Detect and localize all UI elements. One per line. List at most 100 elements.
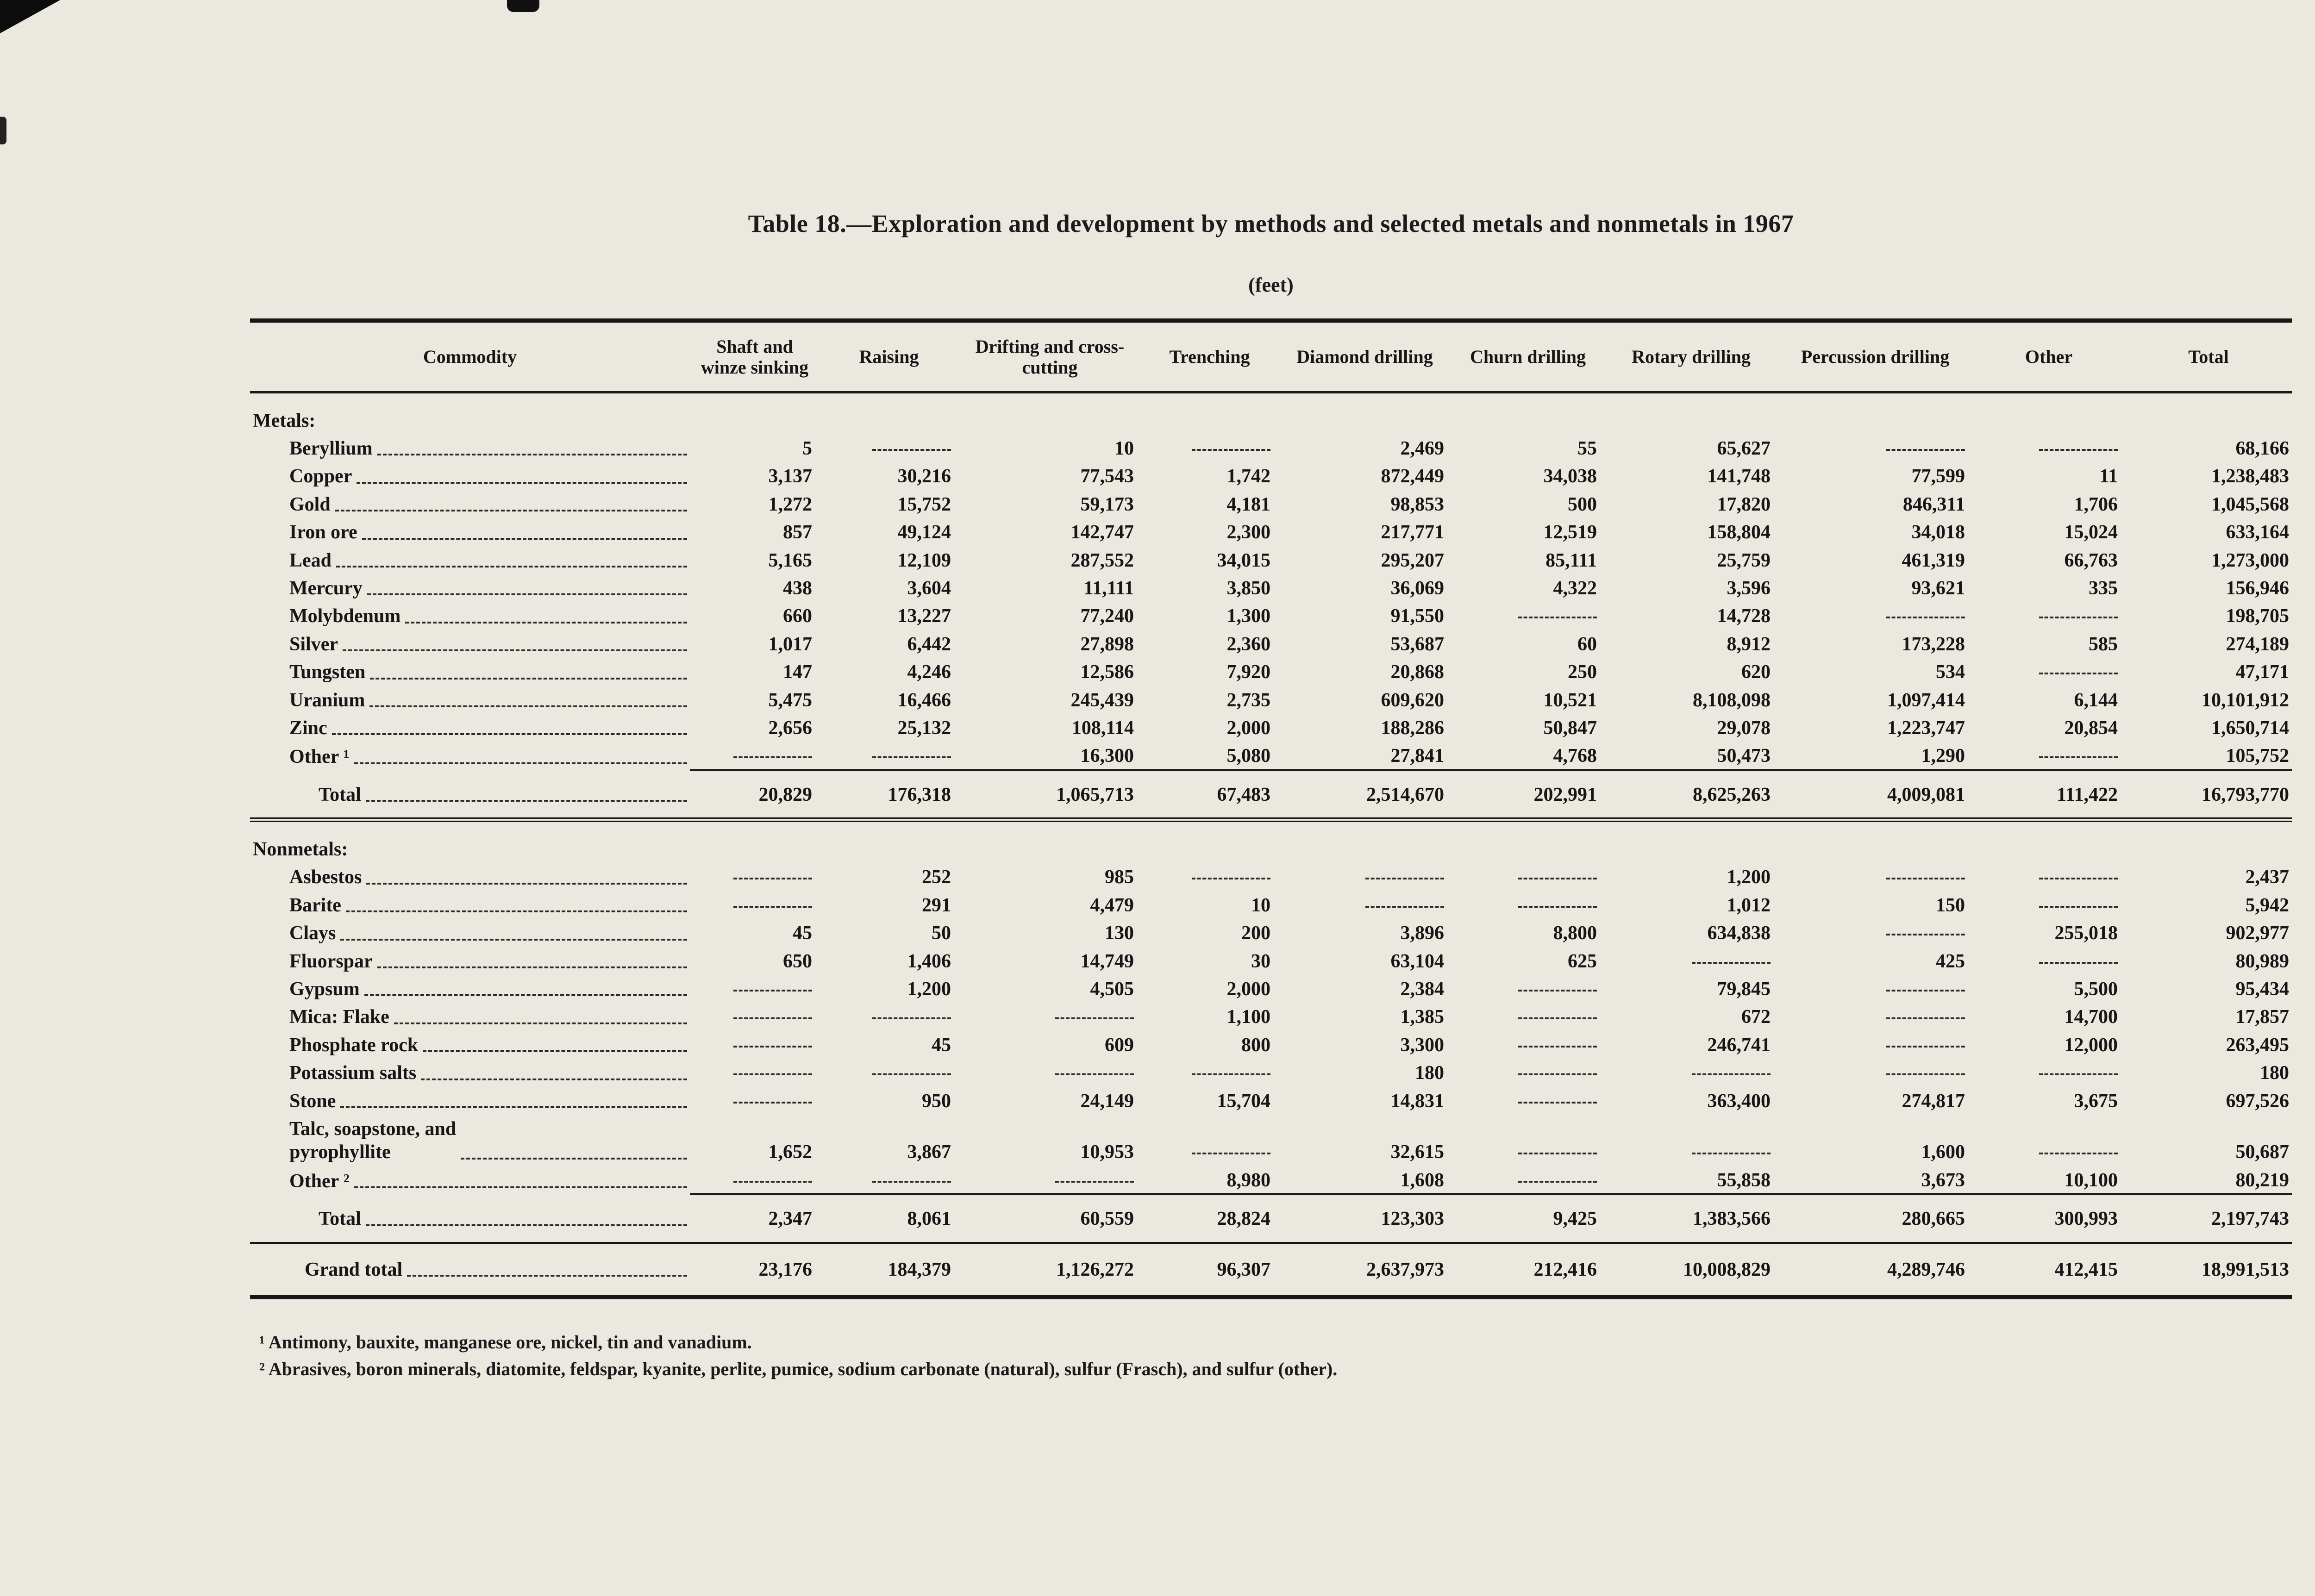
value-cell: 14,728 — [1717, 605, 1771, 627]
value-cell: 50,687 — [2235, 1141, 2290, 1163]
table-row: Other ² 8,980 1,608 55,858 3,673 10,100 80,219 — [250, 1166, 2292, 1194]
value-cell: 291 — [922, 894, 951, 916]
value-cell — [1972, 862, 2125, 890]
column-header-rotary-drilling: Rotary drilling — [1604, 318, 1778, 393]
table-row: Stone 950 24,149 15,704 14,831 363,400 274,817… — [250, 1086, 2292, 1114]
commodity-label: Potassium salts — [289, 1062, 417, 1084]
value-cell: 66,763 — [2064, 549, 2118, 571]
no-data-dashes — [2039, 1069, 2118, 1076]
no-data-dashes — [1518, 1013, 1597, 1020]
value-cell: 1,383,566 — [1604, 1193, 1778, 1244]
value-cell: 188,286 — [1381, 717, 1445, 739]
value-cell: 1,652 — [768, 1141, 813, 1163]
value-cell: 53,687 — [1390, 633, 1445, 655]
no-data-dashes — [2039, 444, 2118, 451]
value-cell — [1278, 891, 1452, 918]
value-cell: 2,735 — [1226, 689, 1271, 711]
dashed-leader — [365, 783, 687, 802]
dashed-leader — [354, 1170, 687, 1189]
no-data-dashes — [733, 873, 812, 880]
no-data-dashes — [872, 1013, 951, 1020]
table-row: Iron ore 857 49,124 142,747 2,300 217,771 12,5… — [250, 517, 2292, 545]
header-row: Commodity Shaft and winze sinking Raisin… — [250, 318, 2292, 393]
value-cell: 1,608 — [1400, 1169, 1445, 1191]
value-cell: 985 — [1105, 867, 1134, 888]
value-cell: 20,829 — [690, 769, 820, 823]
value-cell: 10,521 — [1543, 689, 1597, 711]
no-data-dashes — [1055, 1013, 1134, 1020]
value-cell: 625 — [1568, 950, 1597, 972]
dashed-leader — [342, 633, 687, 652]
commodity-label: Uranium — [289, 689, 365, 711]
value-cell: 950 — [922, 1090, 951, 1112]
no-data-dashes — [1886, 1069, 1965, 1076]
no-data-dashes — [1518, 1148, 1597, 1155]
table-row: Mercury 438 3,604 11,111 3,850 36,069 4,322 3,5… — [250, 574, 2292, 601]
value-cell: 3,850 — [1226, 577, 1271, 599]
footnote-1: ¹ Antimony, bauxite, manganese ore, nick… — [259, 1331, 752, 1353]
value-cell: 633,164 — [2226, 522, 2290, 543]
value-cell: 184,379 — [820, 1243, 958, 1299]
value-cell: 13,227 — [897, 605, 951, 627]
commodity-label: Other ¹ — [289, 746, 350, 768]
column-header-percussion-drilling: Percussion drilling — [1778, 318, 1972, 393]
dashed-leader — [357, 465, 687, 484]
no-data-dashes — [1518, 901, 1597, 908]
value-cell: 10,101,912 — [2202, 689, 2289, 711]
table-row: Copper 3,137 30,216 77,543 1,742 872,449 34,03… — [250, 461, 2292, 489]
value-cell: 123,303 — [1278, 1193, 1452, 1244]
value-cell: 10,008,829 — [1604, 1243, 1778, 1299]
value-cell: 130 — [1105, 923, 1134, 944]
value-cell: 60,559 — [958, 1193, 1141, 1244]
section-label-row: Metals: — [250, 392, 2292, 434]
value-cell: 15,704 — [1217, 1090, 1271, 1112]
value-cell: 2,384 — [1400, 979, 1445, 1000]
dashed-leader — [461, 1117, 687, 1160]
value-cell: 77,543 — [1080, 466, 1134, 487]
no-data-dashes — [1692, 957, 1771, 964]
dashed-leader — [369, 689, 687, 707]
value-cell: 660 — [783, 605, 812, 627]
value-cell: 8,625,263 — [1604, 769, 1778, 823]
value-cell — [1141, 1058, 1278, 1086]
value-cell — [1778, 918, 1972, 946]
value-cell — [690, 1058, 820, 1086]
value-cell — [1452, 891, 1604, 918]
value-cell: 105,752 — [2226, 745, 2290, 767]
value-cell: 27,841 — [1390, 745, 1445, 767]
table-row: Gypsum 1,200 4,505 2,000 2,384 79,845 5,500 95,… — [250, 974, 2292, 1002]
value-cell — [1778, 1002, 1972, 1030]
scan-artifact — [0, 0, 60, 33]
no-data-dashes — [733, 901, 812, 908]
no-data-dashes — [872, 1176, 951, 1183]
commodity-label: Stone — [289, 1090, 336, 1112]
value-cell: 91,550 — [1390, 605, 1445, 627]
value-cell: 2,300 — [1226, 522, 1271, 543]
value-cell: 672 — [1741, 1006, 1771, 1028]
no-data-dashes — [733, 1097, 812, 1103]
value-cell: 202,991 — [1452, 769, 1604, 823]
table-body: Metals: Beryllium 5 10 2,469 55 65,627 68,166 Co… — [250, 392, 2292, 1299]
no-data-dashes — [2039, 612, 2118, 619]
table-row: Barite 291 4,479 10 1,012 150 5,942 — [250, 891, 2292, 918]
no-data-dashes — [872, 1069, 951, 1076]
value-cell: 5,165 — [768, 549, 813, 571]
value-cell: 634,838 — [1707, 923, 1771, 944]
value-cell: 10,100 — [2064, 1169, 2118, 1191]
value-cell: 1,045,568 — [2211, 493, 2289, 515]
value-cell: 4,768 — [1553, 745, 1597, 767]
value-cell: 60 — [1577, 633, 1597, 655]
value-cell: 158,804 — [1707, 522, 1771, 543]
commodity-label: Mercury — [289, 577, 363, 599]
value-cell: 11,111 — [1083, 577, 1134, 599]
value-cell: 93,621 — [1911, 577, 1965, 599]
value-cell: 50,473 — [1717, 745, 1771, 767]
value-cell: 142,747 — [1070, 522, 1134, 543]
value-cell: 461,319 — [1902, 549, 1965, 571]
value-cell: 902,977 — [2226, 923, 2290, 944]
value-cell: 1,065,713 — [958, 769, 1141, 823]
value-cell: 425 — [1936, 950, 1965, 972]
value-cell — [1452, 974, 1604, 1002]
dashed-leader — [394, 1005, 687, 1024]
